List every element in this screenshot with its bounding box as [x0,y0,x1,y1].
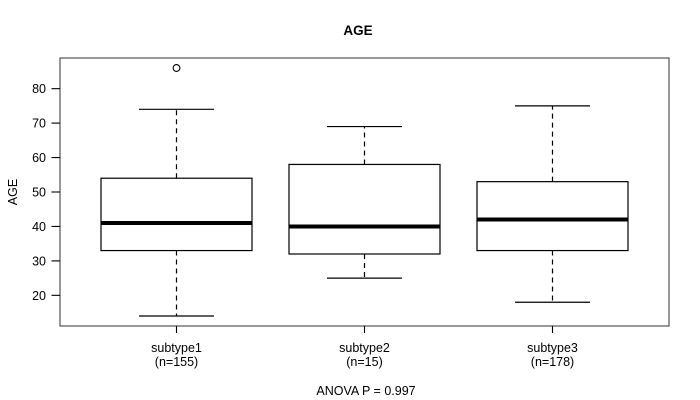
y-tick-label: 40 [32,220,46,234]
y-tick-label: 80 [32,82,46,96]
x-category-count: (n=15) [346,355,382,369]
x-category-count: (n=178) [531,355,574,369]
boxplot-shapes [51,64,629,333]
chart-title: AGE [343,23,372,38]
y-tick-label: 70 [32,117,46,131]
y-tick-label: 50 [32,186,46,200]
x-category-label: subtype1 [151,341,202,355]
x-category-label: subtype2 [339,341,390,355]
x-category-label: subtype3 [527,341,578,355]
y-tick-label: 20 [32,289,46,303]
y-axis-title: AGE [6,179,20,205]
x-category-count: (n=155) [155,355,198,369]
y-tick-label: 30 [32,254,46,268]
anova-note: ANOVA P = 0.997 [316,384,415,398]
y-tick-label: 60 [32,151,46,165]
